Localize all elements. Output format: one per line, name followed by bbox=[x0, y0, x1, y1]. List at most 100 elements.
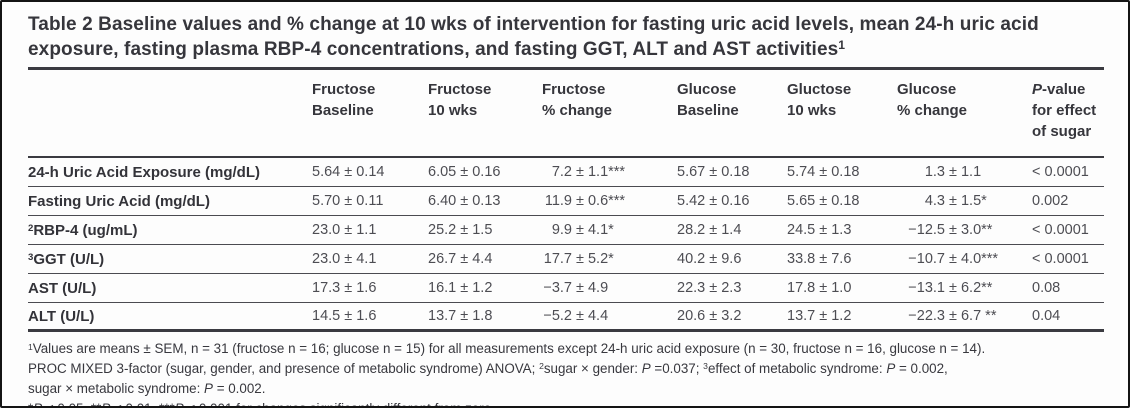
change-error: ± 1.5* bbox=[949, 193, 987, 210]
table-row-ggt: 3GGT (U/L) 23.0 ± 4.1 26.7 ± 4.4 17.7 ± 5… bbox=[28, 245, 1104, 275]
header-line-bottom: % change bbox=[542, 102, 613, 120]
cell-glucose-10wks: 5.74 ± 0.18 bbox=[787, 164, 860, 181]
row-label: 2RBP-4 (ug/mL) bbox=[28, 221, 138, 239]
change-value: −10.7 bbox=[908, 251, 945, 268]
header-line-top: Glucose bbox=[897, 81, 957, 99]
change-value: −13.1 bbox=[908, 280, 945, 297]
cell-p-value: 0.002 bbox=[1032, 193, 1069, 210]
change-error: ± 6.2** bbox=[949, 280, 993, 297]
change-error: ± 0.6*** bbox=[576, 193, 626, 210]
header-p-value: P-value for effect of sugar bbox=[1032, 79, 1104, 142]
table-title: Table 2 Baseline values and % change at … bbox=[28, 14, 1039, 60]
table-footnotes: 1Values are means ± SEM, n = 31 (fructos… bbox=[28, 332, 1104, 406]
table-row-alt: ALT (U/L) 14.5 ± 1.6 13.7 ± 1.8 −5.2 ± 4.… bbox=[28, 303, 1104, 333]
change-value: 9.9 bbox=[551, 222, 572, 239]
header-line-bottom: Baseline bbox=[312, 102, 374, 120]
cell-fructose-change: 7.2 ± 1.1*** bbox=[542, 164, 677, 180]
change-value: 4.3 bbox=[924, 193, 945, 210]
cell-fructose-change: 9.9 ± 4.1* bbox=[542, 222, 677, 238]
header-glucose-10wks: Gluctose 10 wks bbox=[787, 79, 897, 121]
change-error: ± 3.0** bbox=[949, 222, 993, 239]
footnote-line-2: PROC MIXED 3-factor (sugar, gender, and … bbox=[28, 361, 948, 377]
header-fructose-10wks: Fructose 10 wks bbox=[428, 79, 542, 121]
change-error: ± 4.1* bbox=[576, 222, 614, 239]
change-value: −22.3 bbox=[908, 308, 945, 325]
header-line-bottom: 10 wks bbox=[428, 102, 478, 120]
header-line-top: P-value bbox=[1032, 81, 1086, 99]
cell-glucose-change: 4.3 ± 1.5* bbox=[897, 193, 1032, 209]
change-value: −3.7 bbox=[543, 280, 572, 297]
change-error: ± 4.4 bbox=[576, 308, 609, 325]
cell-fructose-10wks: 6.05 ± 0.16 bbox=[428, 164, 501, 181]
header-line-top: Fructose bbox=[428, 81, 492, 99]
header-fructose-change: Fructose % change bbox=[542, 79, 677, 121]
table-row-fasting-uric-acid: Fasting Uric Acid (mg/dL) 5.70 ± 0.11 6.… bbox=[28, 187, 1104, 217]
row-label: AST (U/L) bbox=[28, 279, 97, 297]
cell-p-value: < 0.0001 bbox=[1032, 222, 1089, 239]
change-error: ± 1.1 bbox=[949, 164, 982, 181]
cell-glucose-10wks: 17.8 ± 1.0 bbox=[787, 280, 852, 297]
table-row-ast: AST (U/L) 17.3 ± 1.6 16.1 ± 1.2 −3.7 ± 4.… bbox=[28, 274, 1104, 304]
row-label: ALT (U/L) bbox=[28, 307, 95, 325]
cell-p-value: 0.08 bbox=[1032, 280, 1061, 297]
change-value: −5.2 bbox=[543, 308, 572, 325]
header-line-bottom: Baseline bbox=[677, 102, 739, 120]
table-row-uric-acid-exposure: 24-h Uric Acid Exposure (mg/dL) 5.64 ± 0… bbox=[28, 158, 1104, 188]
cell-fructose-10wks: 13.7 ± 1.8 bbox=[428, 308, 493, 325]
change-error: ± 5.2* bbox=[576, 251, 614, 268]
table-row-rbp4: 2RBP-4 (ug/mL) 23.0 ± 1.1 25.2 ± 1.5 9.9… bbox=[28, 216, 1104, 246]
header-line-top: Glucose bbox=[677, 81, 737, 99]
header-line-top: Fructose bbox=[312, 81, 376, 99]
header-line-bottom: % change bbox=[897, 102, 968, 120]
cell-glucose-baseline: 20.6 ± 3.2 bbox=[677, 308, 742, 325]
change-value: 1.3 bbox=[924, 164, 945, 181]
cell-fructose-10wks: 16.1 ± 1.2 bbox=[428, 280, 493, 297]
header-line-top: Gluctose bbox=[787, 81, 852, 99]
change-value: 17.7 bbox=[543, 251, 572, 268]
change-error: ± 6.7 ** bbox=[949, 308, 997, 325]
cell-p-value: < 0.0001 bbox=[1032, 164, 1089, 181]
change-value: 11.9 bbox=[544, 193, 572, 210]
cell-fructose-10wks: 26.7 ± 4.4 bbox=[428, 251, 493, 268]
cell-fructose-baseline: 5.70 ± 0.11 bbox=[312, 193, 384, 210]
change-error: ± 1.1*** bbox=[576, 164, 626, 181]
cell-fructose-change: 17.7 ± 5.2* bbox=[542, 251, 677, 267]
cell-glucose-change: −10.7 ± 4.0*** bbox=[897, 251, 1032, 267]
cell-glucose-change: −12.5 ± 3.0** bbox=[897, 222, 1032, 238]
cell-glucose-baseline: 5.42 ± 0.16 bbox=[677, 193, 750, 210]
cell-fructose-change: −3.7 ± 4.9 bbox=[542, 280, 677, 296]
cell-glucose-baseline: 22.3 ± 2.3 bbox=[677, 280, 742, 297]
change-error: ± 4.0*** bbox=[949, 251, 999, 268]
cell-p-value: < 0.0001 bbox=[1032, 251, 1089, 268]
header-line-bottom: 10 wks bbox=[787, 102, 837, 120]
cell-fructose-baseline: 14.5 ± 1.6 bbox=[312, 308, 377, 325]
cell-glucose-change: 1.3 ± 1.1 bbox=[897, 164, 1032, 180]
change-error: ± 4.9 bbox=[576, 280, 609, 297]
cell-glucose-10wks: 13.7 ± 1.2 bbox=[787, 308, 852, 325]
cell-fructose-baseline: 23.0 ± 4.1 bbox=[312, 251, 377, 268]
cell-glucose-baseline: 28.2 ± 1.4 bbox=[677, 222, 742, 239]
change-value: −12.5 bbox=[908, 222, 945, 239]
cell-p-value: 0.04 bbox=[1032, 308, 1061, 325]
cell-fructose-baseline: 17.3 ± 1.6 bbox=[312, 280, 377, 297]
footnote-line-3: sugar × metabolic syndrome: P = 0.002. bbox=[28, 381, 266, 397]
table-header-row: Fructose Baseline Fructose 10 wks Fructo… bbox=[28, 70, 1104, 159]
row-label: 24-h Uric Acid Exposure (mg/dL) bbox=[28, 163, 260, 181]
cell-fructose-10wks: 6.40 ± 0.13 bbox=[428, 193, 501, 210]
cell-glucose-change: −13.1 ± 6.2** bbox=[897, 280, 1032, 296]
cell-glucose-baseline: 40.2 ± 9.6 bbox=[677, 251, 742, 268]
change-value: 7.2 bbox=[551, 164, 572, 181]
cell-fructose-change: −5.2 ± 4.4 bbox=[542, 308, 677, 324]
cell-fructose-baseline: 23.0 ± 1.1 bbox=[312, 222, 377, 239]
title-rule bbox=[28, 67, 1104, 71]
header-fructose-baseline: Fructose Baseline bbox=[312, 79, 428, 121]
cell-glucose-change: −22.3 ± 6.7 ** bbox=[897, 308, 1032, 324]
row-label: Fasting Uric Acid (mg/dL) bbox=[28, 192, 210, 210]
cell-glucose-10wks: 24.5 ± 1.3 bbox=[787, 222, 852, 239]
footnote-line-4: *P < 0.05, **P < 0.01, ***P < 0.001 for … bbox=[28, 399, 1104, 406]
row-label: 3GGT (U/L) bbox=[28, 250, 105, 268]
header-glucose-change: Glucose % change bbox=[897, 79, 1032, 121]
footnote-line-1: 1Values are means ± SEM, n = 31 (fructos… bbox=[28, 341, 986, 357]
